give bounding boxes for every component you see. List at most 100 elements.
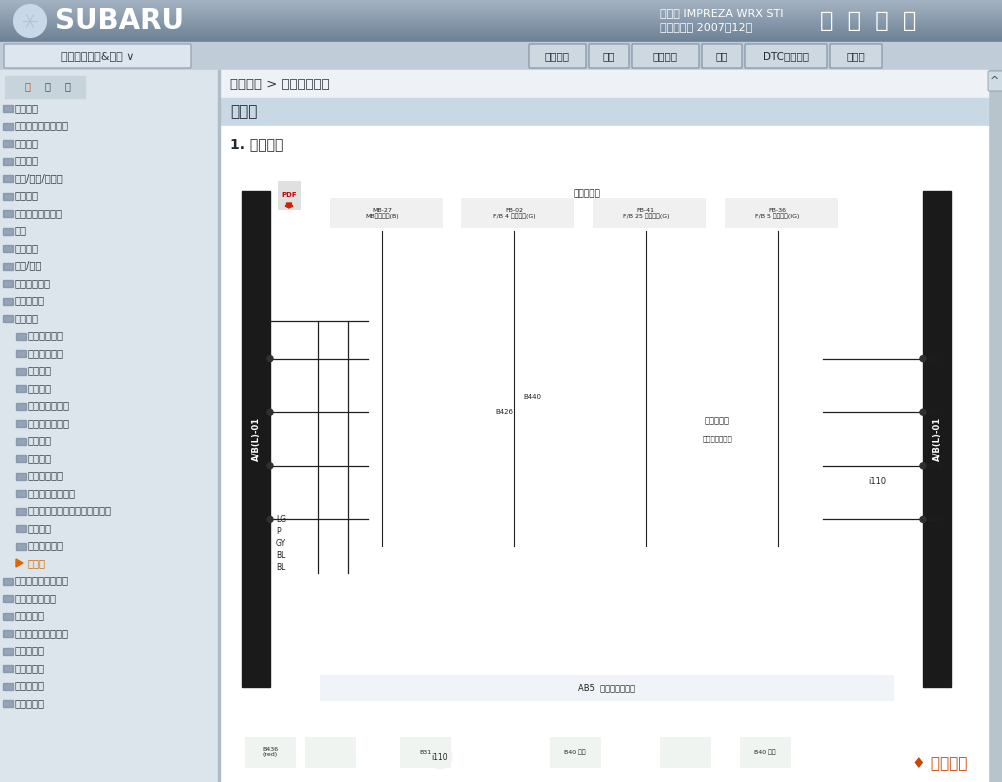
- Bar: [0, 27, 1002, 28]
- Bar: [3, 228, 13, 235]
- Text: 起动系统: 起动系统: [28, 453, 52, 463]
- Bar: [0, 24, 1002, 25]
- Bar: [3, 630, 13, 637]
- Bar: [3, 192, 13, 199]
- Bar: [0, 14, 1002, 15]
- Bar: [5, 76, 85, 98]
- Text: 前大灯系统: 前大灯系统: [15, 611, 45, 620]
- Bar: [16, 543, 26, 550]
- Bar: [3, 261, 13, 270]
- Bar: [0, 15, 1002, 16]
- Bar: [3, 209, 13, 217]
- Bar: [0, 17, 1002, 18]
- Text: i110: i110: [431, 752, 448, 762]
- Text: 车身、驾驶室&配件 ∨: 车身、驾驶室&配件 ∨: [61, 51, 134, 61]
- Bar: [0, 31, 1002, 32]
- Bar: [0, 12, 1002, 13]
- Text: 接地电路: 接地电路: [28, 383, 52, 393]
- Text: 空调系统: 空调系统: [28, 523, 52, 533]
- Bar: [0, 20, 1002, 21]
- Text: 巡航控制系统: 巡航控制系统: [15, 278, 51, 288]
- Bar: [549, 737, 599, 767]
- Bar: [16, 420, 26, 427]
- Bar: [16, 508, 26, 515]
- Bar: [592, 198, 704, 227]
- Text: 座椅安全带警告系统: 座椅安全带警告系统: [15, 576, 69, 586]
- Bar: [3, 104, 13, 112]
- Text: MB-27
MB母线呼叫(B): MB-27 MB母线呼叫(B): [365, 207, 399, 220]
- Circle shape: [267, 409, 273, 415]
- Text: FB-36
F/B 5 母线呼叫(IG): FB-36 F/B 5 母线呼叫(IG): [755, 207, 799, 220]
- Bar: [217, 70, 219, 782]
- Bar: [3, 700, 13, 707]
- Text: 第: 第: [25, 81, 31, 91]
- Text: B31: B31: [419, 749, 431, 755]
- Bar: [0, 36, 1002, 37]
- Text: 车身结构: 车身结构: [15, 191, 39, 200]
- Text: AB5  安全气囊控制器: AB5 安全气囊控制器: [577, 683, 634, 693]
- Text: 发动机电气系统: 发动机电气系统: [28, 400, 70, 411]
- Bar: [3, 210, 13, 217]
- Bar: [3, 315, 13, 322]
- Text: 座椅: 座椅: [15, 225, 27, 235]
- Bar: [330, 198, 441, 227]
- Bar: [320, 675, 892, 700]
- Bar: [0, 35, 1002, 36]
- Text: B436
(red): B436 (red): [262, 747, 278, 758]
- Bar: [219, 126, 987, 782]
- Bar: [3, 157, 13, 164]
- Bar: [922, 191, 950, 687]
- Bar: [0, 18, 1002, 19]
- Bar: [3, 699, 13, 707]
- Text: FB-02
F/B 4 母线呼叫(G): FB-02 F/B 4 母线呼叫(G): [492, 207, 535, 220]
- Circle shape: [267, 516, 273, 522]
- Bar: [16, 332, 26, 339]
- Bar: [0, 37, 1002, 38]
- Text: ^: ^: [989, 76, 999, 86]
- Bar: [0, 13, 1002, 14]
- Bar: [0, 70, 217, 782]
- Bar: [0, 21, 1002, 22]
- Bar: [239, 171, 952, 707]
- Bar: [3, 612, 13, 619]
- Bar: [0, 4, 1002, 5]
- Bar: [0, 9, 1002, 10]
- Text: i110: i110: [867, 477, 885, 486]
- Text: 座椅加热器系统: 座椅加热器系统: [15, 593, 57, 603]
- Text: B440: B440: [522, 394, 540, 400]
- Bar: [3, 297, 13, 304]
- Bar: [0, 41, 1002, 42]
- Text: 充电系统: 充电系统: [28, 436, 52, 446]
- Bar: [16, 489, 26, 497]
- Bar: [3, 174, 13, 182]
- Bar: [3, 296, 13, 304]
- Bar: [0, 33, 1002, 34]
- Bar: [0, 7, 1002, 8]
- Bar: [16, 472, 26, 479]
- Text: BL: BL: [276, 551, 286, 560]
- Bar: [3, 576, 13, 584]
- Bar: [492, 393, 514, 422]
- Bar: [0, 42, 1002, 70]
- Bar: [0, 38, 1002, 39]
- Bar: [3, 280, 13, 287]
- Bar: [3, 244, 13, 252]
- Bar: [3, 647, 13, 655]
- Text: AB1: AB1: [927, 356, 941, 361]
- Text: 仪表／驾驶员信息: 仪表／驾驶员信息: [15, 208, 63, 218]
- Bar: [0, 16, 1002, 17]
- Bar: [3, 629, 13, 637]
- Bar: [16, 436, 26, 444]
- Text: 低温切断器: 低温切断器: [572, 189, 599, 199]
- Bar: [0, 2, 1002, 3]
- FancyBboxPatch shape: [830, 44, 881, 68]
- Bar: [3, 263, 13, 270]
- Bar: [16, 384, 26, 392]
- Bar: [0, 3, 1002, 4]
- Text: LG: LG: [276, 515, 286, 524]
- Text: 外车身镳板: 外车身镳板: [15, 296, 45, 306]
- Text: DTC编码检索: DTC编码检索: [763, 51, 809, 61]
- Text: 车型选择: 车型选择: [544, 51, 569, 61]
- Polygon shape: [16, 559, 23, 567]
- Bar: [0, 34, 1002, 35]
